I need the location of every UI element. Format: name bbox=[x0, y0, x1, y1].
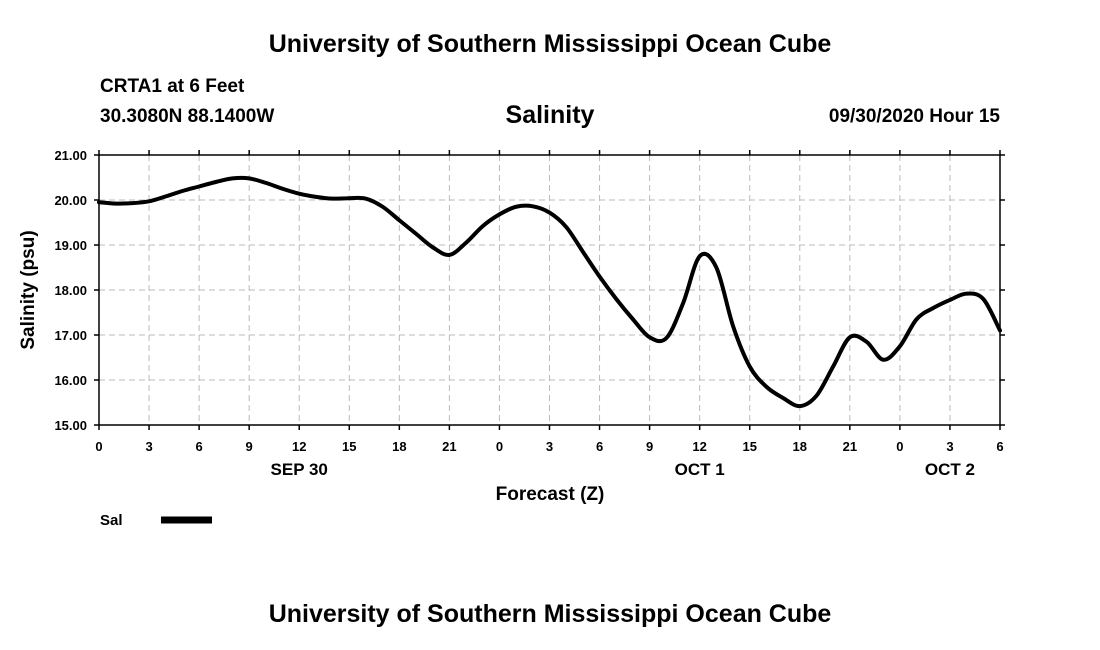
tick-labels: 15.00 16.00 17.00 18.00 19.00 20.00 21.00 0 3 6 9 1… bbox=[54, 148, 1003, 479]
date-label: SEP 30 bbox=[271, 460, 328, 479]
variable-title: Salinity bbox=[505, 101, 595, 129]
y-axis-title: Salinity (psu) bbox=[18, 230, 39, 349]
date-label: OCT 2 bbox=[925, 460, 975, 479]
x-tick-label: 0 bbox=[896, 439, 903, 454]
axis-ticks bbox=[94, 150, 1005, 430]
series-line-sal bbox=[97, 175, 1002, 409]
x-tick-label: 15 bbox=[342, 439, 356, 454]
x-tick-label: 21 bbox=[442, 439, 456, 454]
x-tick-label: 3 bbox=[546, 439, 553, 454]
y-tick-label: 19.00 bbox=[54, 238, 87, 253]
date-label: OCT 1 bbox=[675, 460, 725, 479]
x-tick-label: 15 bbox=[742, 439, 756, 454]
y-tick-label: 16.00 bbox=[54, 373, 87, 388]
x-tick-label: 9 bbox=[646, 439, 653, 454]
y-tick-label: 15.00 bbox=[54, 418, 87, 433]
chart-title-bottom: University of Southern Mississippi Ocean… bbox=[268, 600, 832, 628]
x-tick-label: 9 bbox=[246, 439, 253, 454]
grid-lines bbox=[99, 155, 1000, 425]
x-tick-label: 18 bbox=[392, 439, 406, 454]
x-tick-label: 6 bbox=[195, 439, 202, 454]
coordinates-label: 30.3080N 88.1400W bbox=[100, 106, 275, 127]
x-axis-title: Forecast (Z) bbox=[496, 484, 605, 505]
run-time-label: 09/30/2020 Hour 15 bbox=[828, 106, 1000, 127]
station-label: CRTA1 at 6 Feet bbox=[100, 76, 245, 97]
y-tick-label: 18.00 bbox=[54, 283, 87, 298]
x-tick-label: 6 bbox=[996, 439, 1003, 454]
x-tick-label: 18 bbox=[793, 439, 807, 454]
chart-title-top: University of Southern Mississippi Ocean… bbox=[268, 30, 832, 58]
plot-frame bbox=[98, 154, 1001, 426]
x-tick-label: 0 bbox=[496, 439, 503, 454]
x-tick-label: 21 bbox=[843, 439, 857, 454]
y-tick-label: 20.00 bbox=[54, 193, 87, 208]
y-tick-label: 21.00 bbox=[54, 148, 87, 163]
x-tick-label: 12 bbox=[692, 439, 706, 454]
x-tick-label: 12 bbox=[292, 439, 306, 454]
y-tick-label: 17.00 bbox=[54, 328, 87, 343]
legend-label-sal: Sal bbox=[100, 512, 123, 529]
x-tick-label: 3 bbox=[145, 439, 152, 454]
x-tick-label: 0 bbox=[95, 439, 102, 454]
legend: Sal bbox=[100, 512, 212, 529]
x-tick-label: 3 bbox=[946, 439, 953, 454]
x-tick-label: 6 bbox=[596, 439, 603, 454]
